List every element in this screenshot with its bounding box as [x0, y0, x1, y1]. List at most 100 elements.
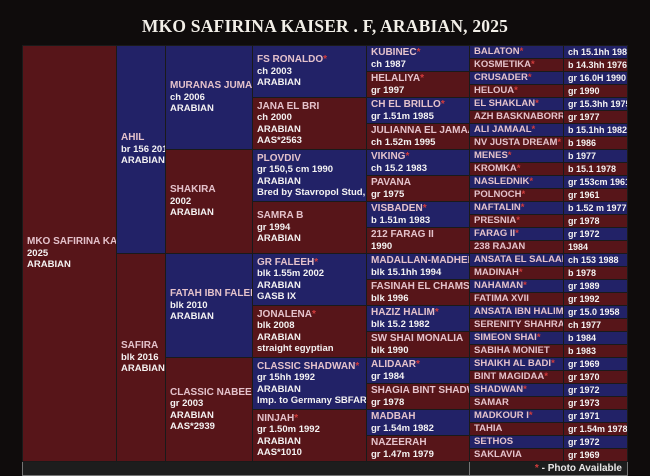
horse-name-link[interactable]: SERENITY SHAHRABI*	[474, 319, 564, 331]
horse-name-link[interactable]: FASINAH EL CHAMSIN*	[371, 281, 470, 292]
horse-detail: gr 1978	[568, 216, 600, 226]
horse-detail: gr 1.51m 1985	[371, 110, 434, 122]
horse-name-link[interactable]: FATIMA XVII	[474, 293, 529, 305]
horse-detail-cell: gr 1972	[563, 383, 628, 397]
horse-name-link[interactable]: PAVANA	[371, 177, 411, 188]
horse-name-link[interactable]: SIMEON SHAI*	[474, 332, 541, 344]
horse-detail: ch 2006	[170, 91, 205, 103]
horse-name-link[interactable]: HAZIZ HALIM*	[371, 307, 439, 318]
horse-detail-cell: gr 1978	[563, 214, 628, 228]
horse-name-link[interactable]: CLASSIC SHADWAN*	[257, 360, 360, 372]
horse-name-link[interactable]: VIKING*	[371, 151, 410, 162]
pedigree-cell-subject: MKO SAFIRINA KAISER 2025 ARABIAN	[22, 45, 117, 462]
horse-detail: gr 1972	[568, 437, 600, 447]
horse-name-link[interactable]: 238 RAJAN	[474, 241, 526, 253]
horse-name-link[interactable]: MKO SAFIRINA KAISER	[27, 236, 117, 248]
horse-name-link[interactable]: CRUSADER*	[474, 72, 532, 84]
horse-detail: Bred by Stavropol Stud, SU	[257, 187, 366, 198]
pedigree-cell: SETHOS	[469, 435, 564, 449]
horse-name-link[interactable]: PLOVDIV	[257, 152, 301, 164]
horse-detail: gr 1994	[257, 221, 291, 233]
horse-name-link[interactable]: KROMKA*	[474, 163, 521, 175]
horse-detail: ch 2000	[257, 112, 292, 123]
horse-name-link[interactable]: AZH BASKNABORRA	[474, 111, 564, 123]
horse-name-link[interactable]: ALIDAAR*	[371, 359, 420, 370]
horse-detail: b 1.52 m 1977	[568, 203, 627, 213]
horse-name-link[interactable]: JULIANNA EL JAMAAL	[371, 125, 469, 136]
horse-name-link[interactable]: HELOUA*	[474, 85, 518, 97]
horse-name-link[interactable]: VISBADEN*	[371, 203, 427, 214]
pedigree-cell: SABIHA MONIET	[469, 344, 564, 358]
pedigree-cell: MADINAH*	[469, 266, 564, 280]
horse-name-link[interactable]: SHAIKH AL BADI*	[474, 358, 555, 370]
horse-name-link[interactable]: JANA EL BRI	[257, 100, 320, 112]
pedigree-cell: FASINAH EL CHAMSIN* blk 1996	[366, 279, 470, 306]
horse-detail: ARABIAN	[121, 363, 165, 375]
horse-name-link[interactable]: SAMAR	[474, 397, 509, 409]
horse-name-link[interactable]: SHADWAN*	[474, 384, 527, 396]
horse-name-link[interactable]: POLNOCH*	[474, 189, 526, 201]
pedigree-cell: EL SHAKLAN*	[469, 97, 564, 111]
horse-name-link[interactable]: SHAGIA BINT SHADWAN*	[371, 385, 469, 396]
horse-detail: ARABIAN	[170, 409, 214, 421]
horse-name-link[interactable]: MURANAS JUMANJI*	[170, 80, 253, 92]
horse-detail-cell: ch 1977	[563, 318, 628, 332]
photo-star-icon: *	[440, 99, 445, 110]
horse-name-link[interactable]: MADBAH	[371, 411, 416, 422]
horse-name-link[interactable]: NAFTALIN*	[474, 202, 525, 214]
horse-name-link[interactable]: BINT MAGIDAA*	[474, 371, 548, 383]
horse-name-link[interactable]: EL SHAKLAN*	[474, 98, 539, 110]
horse-name-link[interactable]: MADINAH*	[474, 267, 523, 279]
horse-name-link[interactable]: AHIL	[121, 132, 145, 144]
horse-name-link[interactable]: CH EL BRILLO*	[371, 99, 445, 110]
horse-name-link[interactable]: MADKOUR I*	[474, 410, 533, 422]
table-row: TAHIA gr 1.54m 1978	[23, 422, 628, 436]
horse-name-link[interactable]: NAHAMAN*	[474, 280, 527, 292]
horse-name-link[interactable]: SAMRA B	[257, 210, 304, 222]
horse-name-link[interactable]: CLASSIC NABEELAH	[170, 386, 252, 398]
horse-name-link[interactable]: GR FALEEH*	[257, 256, 319, 268]
horse-detail-cell: gr 15.3hh 1975	[563, 97, 628, 111]
horse-name-link[interactable]: ALI JAMAAL*	[474, 124, 536, 136]
horse-name-link[interactable]: SHAKIRA	[170, 184, 216, 196]
pedigree-cell: GR FALEEH* blk 1.55m 2002 ARABIAN GASB I…	[252, 253, 367, 306]
horse-detail-cell: ch 153 1988	[563, 253, 628, 267]
horse-name-link[interactable]: SABIHA MONIET	[474, 345, 550, 357]
horse-name-link[interactable]: NASLEDNIK*	[474, 176, 534, 188]
horse-name-link[interactable]: MADALLAN-MADHEEN*	[371, 255, 469, 266]
horse-name-link[interactable]: MENES*	[474, 150, 512, 162]
pedigree-cell: 212 FARAG II 1990	[366, 227, 470, 254]
pedigree-cell: PAVANA gr 1975	[366, 175, 470, 202]
horse-name-link[interactable]: NV JUSTA DREAM*	[474, 137, 562, 149]
horse-detail-cell: gr 1972	[563, 227, 628, 241]
horse-name-link[interactable]: KUBINEC*	[371, 47, 421, 58]
horse-name-link[interactable]: SETHOS	[474, 436, 514, 448]
horse-name-link[interactable]: TAHIA	[474, 423, 503, 435]
horse-name-link[interactable]: FATAH IBN FALEEH	[170, 288, 252, 300]
horse-name-link[interactable]: ANSATA IBN HALIMA*	[474, 306, 564, 318]
photo-star-icon: *	[535, 98, 539, 110]
photo-star-icon: *	[557, 137, 562, 149]
horse-name-link[interactable]: HELALIYA*	[371, 73, 424, 84]
horse-name-link[interactable]: NAZEERAH	[371, 437, 427, 448]
horse-name-link[interactable]: KOSMETIKA*	[474, 59, 535, 71]
pedigree-cell-dam: SAFIRA blk 2016 ARABIAN	[116, 253, 166, 462]
horse-name-link[interactable]: ANSATA EL SALAAM*	[474, 254, 564, 266]
horse-name-link[interactable]: FS RONALDO*	[257, 54, 328, 66]
horse-name-link[interactable]: SAKLAVIA	[474, 449, 522, 461]
pedigree-cell: VIKING* ch 15.2 1983	[366, 149, 470, 176]
horse-name-link[interactable]: SW SHAI MONALIA	[371, 333, 464, 344]
pedigree-cell: NAFTALIN*	[469, 201, 564, 215]
table-row: NV JUSTA DREAM* b 1986	[23, 136, 628, 150]
horse-name-link[interactable]: PRESNIA*	[474, 215, 520, 227]
horse-name-link[interactable]: NINJAH*	[257, 412, 299, 424]
horse-name-link[interactable]: JONALENA*	[257, 308, 316, 320]
horse-detail: ARABIAN	[257, 123, 301, 135]
pedigree-cell: SW SHAI MONALIA blk 1990	[366, 331, 470, 358]
horse-name-link[interactable]: 212 FARAG II	[371, 229, 434, 240]
horse-name-link[interactable]: SAFIRA	[121, 340, 159, 352]
horse-name-link[interactable]: BALATON*	[474, 46, 524, 58]
horse-detail: gr 2003	[170, 398, 204, 409]
horse-name-link[interactable]: FARAG II*	[474, 228, 519, 240]
pedigree-cell: ANSATA IBN HALIMA*	[469, 305, 564, 319]
